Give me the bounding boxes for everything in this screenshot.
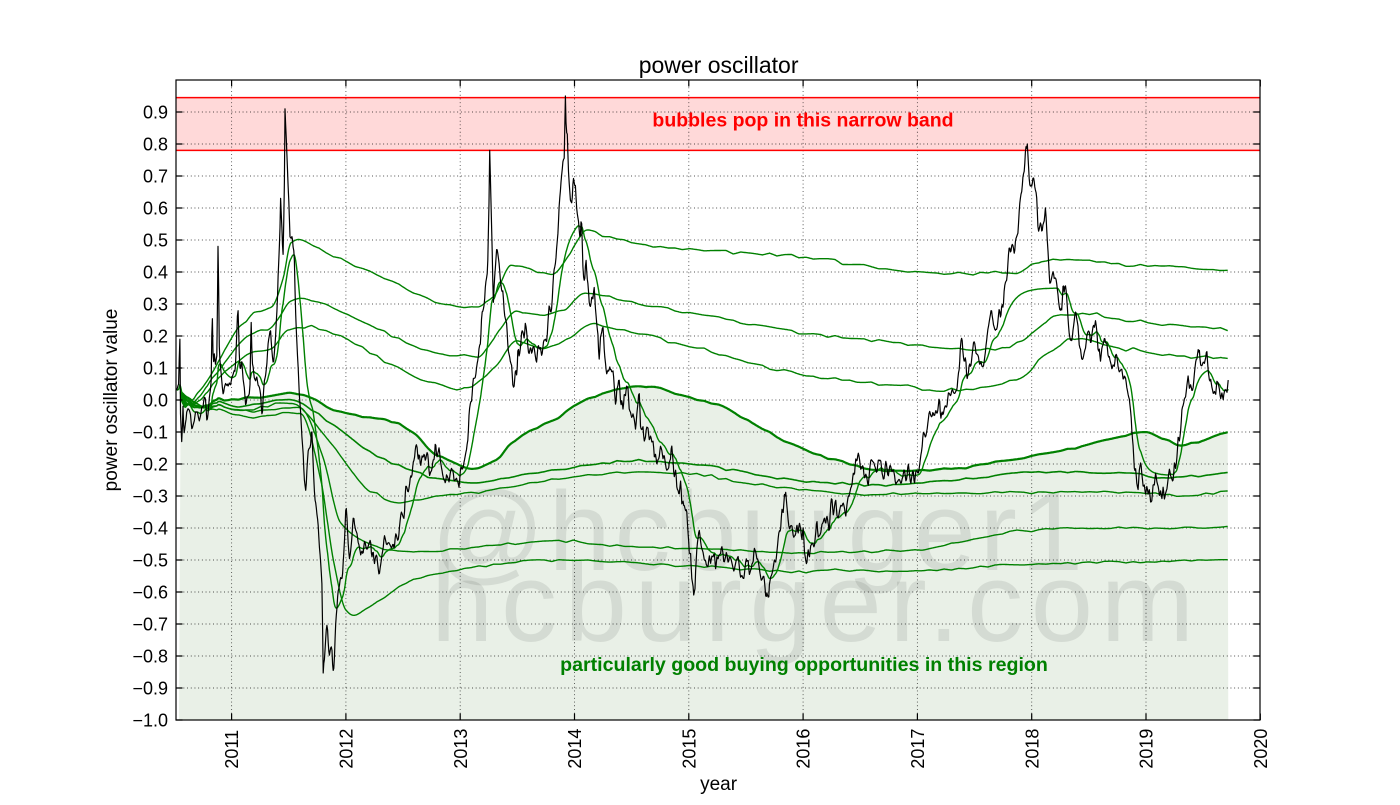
svg-text:particularly good buying oppor: particularly good buying opportunities i… [560,654,1048,676]
svg-text:power oscillator value: power oscillator value [101,309,122,492]
svg-text:−0.5: −0.5 [132,551,168,571]
svg-text:2012: 2012 [337,729,357,769]
svg-text:2017: 2017 [908,729,928,769]
svg-text:−0.4: −0.4 [132,519,168,539]
svg-text:2013: 2013 [451,729,471,769]
svg-text:bubbles pop in this narrow ban: bubbles pop in this narrow band [652,110,953,132]
svg-text:year: year [700,774,738,795]
svg-text:−1.0: −1.0 [132,711,168,731]
svg-text:0.5: 0.5 [143,231,168,251]
svg-text:2016: 2016 [794,729,814,769]
svg-text:−0.6: −0.6 [132,583,168,603]
svg-text:2019: 2019 [1137,729,1157,769]
svg-text:0.8: 0.8 [143,135,168,155]
svg-text:0.1: 0.1 [143,359,168,379]
svg-text:0.9: 0.9 [143,103,168,123]
svg-text:0.6: 0.6 [143,199,168,219]
svg-text:0.4: 0.4 [143,263,168,283]
svg-text:2014: 2014 [565,729,585,769]
svg-text:0.2: 0.2 [143,327,168,347]
svg-text:2011: 2011 [222,730,242,769]
svg-text:−0.3: −0.3 [132,487,168,507]
svg-text:−0.2: −0.2 [132,455,168,475]
svg-text:−0.9: −0.9 [132,679,168,699]
svg-text:2020: 2020 [1251,729,1271,769]
svg-text:0.7: 0.7 [143,167,168,187]
svg-text:0.3: 0.3 [143,295,168,315]
svg-text:2015: 2015 [679,729,699,769]
svg-text:power oscillator: power oscillator [639,52,799,78]
svg-text:−0.7: −0.7 [132,615,168,635]
svg-text:@hcburger1: @hcburger1 [431,469,1083,594]
svg-text:−0.8: −0.8 [132,647,168,667]
svg-text:0.0: 0.0 [143,391,168,411]
svg-text:−0.1: −0.1 [132,423,168,443]
svg-text:2018: 2018 [1022,729,1042,769]
